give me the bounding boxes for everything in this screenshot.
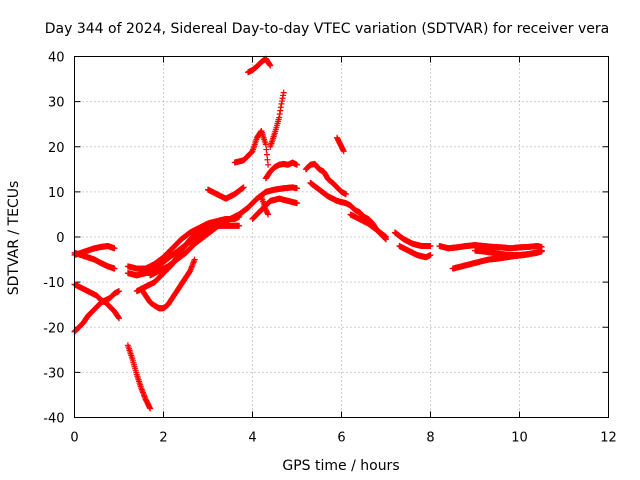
data-point [294,185,300,192]
data-point [111,265,118,272]
y-tick-label: 20 [48,141,65,156]
series-arc-a [71,249,118,272]
data-point [538,247,545,254]
x-axis-label: GPS time / hours [282,458,399,474]
y-tick-label: -20 [43,321,64,336]
y-axis-label: SDTVAR / TECUs [6,181,22,296]
chart-title: Day 344 of 2024, Sidereal Day-to-day VTE… [45,21,609,37]
series-arc-b [71,243,118,259]
data-point [427,243,434,250]
x-tick-labels: 0 2 4 6 8 10 12 [70,431,616,446]
series-arc-w [391,229,434,250]
y-tick-label: -10 [43,276,64,291]
data-point [263,146,270,153]
data-point [147,405,154,412]
data-point [191,256,198,263]
series-arc-d [71,281,122,322]
series-arc-v [347,211,389,240]
y-tick-label: 40 [48,51,65,66]
data-point [262,141,269,148]
data-point [294,200,300,207]
data-point [265,211,272,218]
y-tick-label: 10 [48,186,65,201]
data-point [340,148,347,155]
x-tick-label: 8 [426,431,434,446]
data-point [111,245,118,252]
data-point [116,315,122,322]
y-tick-label: 0 [56,231,64,246]
data-point [342,191,349,198]
data-point [294,161,300,168]
series-arc-y [436,242,545,252]
series-arc-o [258,193,272,218]
series-arc-m [245,55,274,76]
y-tick-label: -40 [43,412,64,427]
y-tick-label: 30 [48,96,65,111]
grid-lines [74,56,609,418]
data-point [264,156,271,163]
series-arc-j [147,184,300,279]
data-point [267,62,274,69]
series-arc-t [334,134,347,155]
series-arc-i [138,256,198,312]
x-tick-label: 6 [337,431,345,446]
data-point [280,89,287,96]
data-point [236,222,243,229]
x-tick-label: 2 [159,431,167,446]
data-points [71,55,545,412]
data-point [240,184,247,191]
y-tick-labels: -40 -30 -20 -10 0 10 20 30 40 [43,51,64,427]
series-arc-q [267,89,287,150]
x-tick-label: 10 [511,431,528,446]
series-arc-p [262,159,300,182]
data-point [116,288,122,295]
series-arc-x [396,243,434,261]
x-tick-label: 4 [248,431,256,446]
series-arc-n [249,195,300,222]
series-arc-aa [472,247,545,259]
data-point [383,234,389,240]
series-arc-l [231,127,272,168]
series-arc-e [124,342,154,412]
data-point [263,151,270,158]
data-point [427,252,434,259]
x-tick-label: 12 [600,431,617,446]
series-arc-k [205,184,247,202]
x-tick-label: 0 [70,431,78,446]
y-tick-label: -30 [43,366,64,381]
series-arc-r [302,160,349,198]
data-point [265,161,272,168]
plot-frame [74,56,609,418]
